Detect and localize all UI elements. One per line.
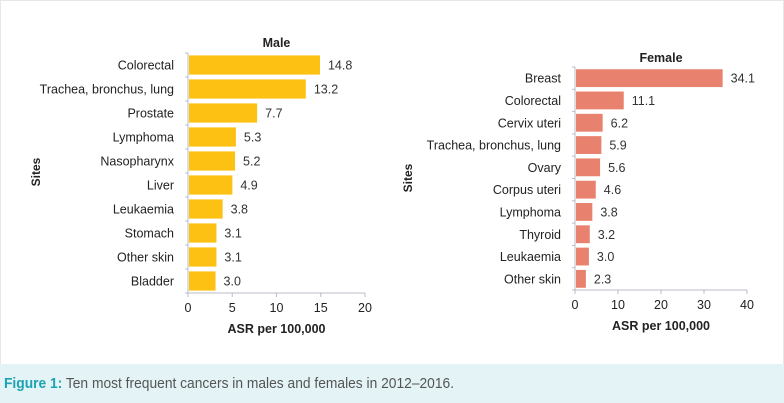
male-category-label: Prostate <box>127 107 174 121</box>
male-category-label: Bladder <box>131 275 174 289</box>
female-value-label: 2.3 <box>594 272 611 286</box>
male-x-tick-label: 10 <box>270 301 284 315</box>
female-category-label: Corpus uteri <box>493 183 561 197</box>
male-value-label: 5.3 <box>244 131 261 145</box>
male-x-tick-label: 0 <box>185 301 192 315</box>
male-chart-title: Male <box>263 36 291 50</box>
male-category-label: Trachea, bronchus, lung <box>40 83 174 97</box>
female-value-label: 11.1 <box>632 94 655 108</box>
female-bar <box>576 225 590 244</box>
male-bar <box>189 127 236 147</box>
male-value-label: 7.7 <box>265 107 282 121</box>
caption-text: Figure 1: Ten most frequent cancers in m… <box>4 375 454 392</box>
female-bar <box>576 247 589 266</box>
male-category-label: Lymphoma <box>113 131 174 145</box>
female-bar <box>576 113 603 132</box>
female-bar <box>576 69 723 88</box>
male-value-label: 13.2 <box>314 83 338 97</box>
male-value-label: 14.8 <box>328 59 352 73</box>
female-y-axis-label: Sites <box>401 163 415 192</box>
male-value-label: 5.2 <box>243 155 260 169</box>
male-category-label: Other skin <box>117 251 174 265</box>
female-x-tick-label: 10 <box>611 298 625 312</box>
female-x-axis-label: ASR per 100,000 <box>612 319 710 333</box>
caption-body: Ten most frequent cancers in males and f… <box>62 375 455 392</box>
female-category-label: Thyroid <box>519 228 561 242</box>
male-value-label: 3.8 <box>231 203 248 217</box>
female-bar <box>576 91 624 110</box>
male-bar <box>189 247 217 267</box>
female-category-label: Leukaemia <box>500 250 561 264</box>
female-value-label: 5.6 <box>608 161 625 175</box>
male-bar <box>189 151 236 171</box>
male-category-label: Stomach <box>125 227 174 241</box>
female-x-tick-label: 0 <box>572 298 579 312</box>
male-value-label: 3.0 <box>224 275 241 289</box>
male-bar <box>189 175 233 195</box>
female-value-label: 3.8 <box>600 205 617 219</box>
male-bar <box>189 271 216 291</box>
male-x-tick-label: 15 <box>314 301 328 315</box>
male-y-axis-label: Sites <box>29 157 43 186</box>
male-x-tick-label: 5 <box>229 301 236 315</box>
female-chart-title: Female <box>639 51 682 65</box>
female-bar <box>576 203 593 221</box>
female-bar <box>576 269 586 288</box>
male-x-axis-label: ASR per 100,000 <box>228 322 326 336</box>
female-value-label: 6.2 <box>611 116 628 130</box>
male-category-label: Colorectal <box>118 59 174 73</box>
female-x-tick-label: 20 <box>654 298 668 312</box>
male-category-label: Nasopharynx <box>100 155 174 169</box>
female-value-label: 3.2 <box>598 228 615 242</box>
figure-caption: Figure 1: Ten most frequent cancers in m… <box>0 364 784 403</box>
figure-frame <box>0 0 784 364</box>
male-value-label: 3.1 <box>224 251 241 265</box>
female-category-label: Lymphoma <box>500 205 561 219</box>
male-value-label: 4.9 <box>240 179 257 193</box>
male-bar <box>189 103 258 123</box>
male-bar <box>189 79 306 99</box>
female-x-tick-label: 30 <box>697 298 711 312</box>
female-category-label: Cervix uteri <box>498 116 561 130</box>
male-category-label: Liver <box>147 179 174 193</box>
female-bar <box>576 180 596 199</box>
female-x-tick-label: 40 <box>740 298 754 312</box>
female-value-label: 4.6 <box>604 183 621 197</box>
male-bar <box>189 199 223 219</box>
female-value-label: 34.1 <box>731 72 755 86</box>
female-category-label: Other skin <box>504 272 561 286</box>
male-value-label: 3.1 <box>224 227 241 241</box>
figure-charts: Male Colorectal 14.8 Trachea, bronchus, lun… <box>29 36 755 336</box>
caption-label: Figure 1: <box>4 375 63 392</box>
female-category-label: Ovary <box>528 161 562 175</box>
female-category-label: Colorectal <box>505 94 561 108</box>
male-bar <box>189 55 320 75</box>
male-bar <box>189 223 217 243</box>
female-value-label: 5.9 <box>609 139 626 153</box>
male-x-tick-label: 20 <box>358 301 372 315</box>
female-bar <box>576 158 601 177</box>
male-category-label: Leukaemia <box>113 203 174 217</box>
female-bar <box>576 136 602 154</box>
female-value-label: 3.0 <box>597 250 614 264</box>
female-category-label: Breast <box>525 72 562 86</box>
female-category-label: Trachea, bronchus, lung <box>427 139 561 153</box>
